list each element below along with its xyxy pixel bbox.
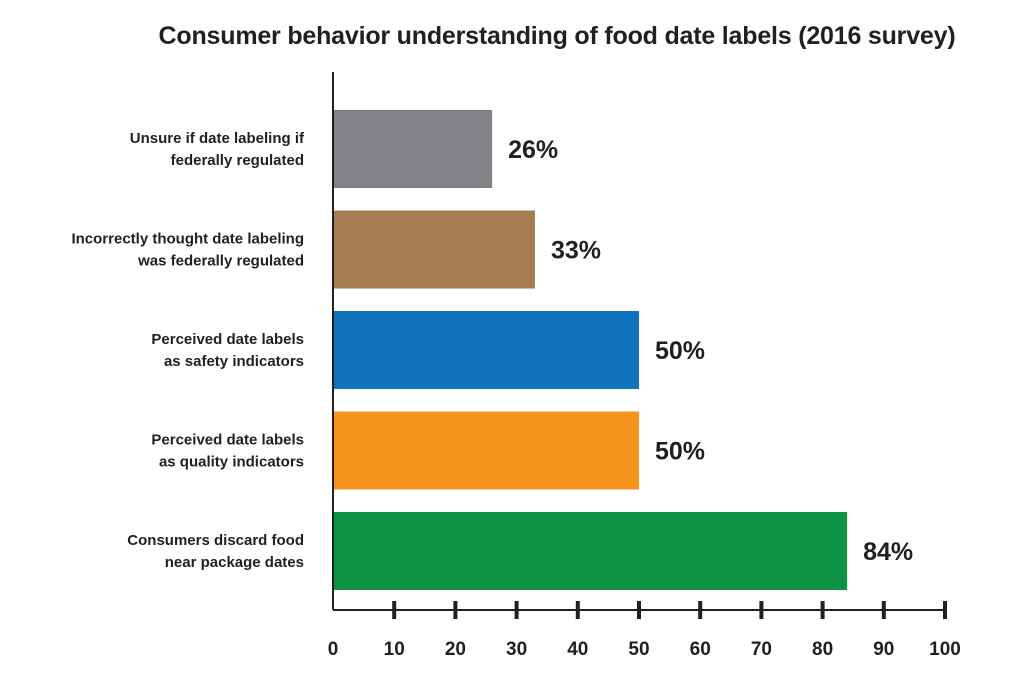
x-tick-label-40: 40 (567, 639, 588, 660)
value-label-2: 50% (655, 337, 705, 365)
x-tick-label-70: 70 (751, 639, 772, 660)
x-tick-label-100: 100 (929, 639, 961, 660)
labels-layer: 26% Unsure if date labeling if federally r… (71, 130, 960, 660)
chart-title: Consumer behavior understanding of food … (158, 22, 956, 50)
bars-layer (333, 110, 848, 590)
x-tick-label-30: 30 (506, 639, 527, 660)
value-label-0: 26% (508, 136, 558, 164)
category-label-2: Perceived date labels as safety indicator… (151, 331, 304, 370)
bar-3 (333, 411, 639, 490)
x-tick-label-50: 50 (628, 639, 649, 660)
bar-4 (333, 512, 848, 590)
category-label-3: Perceived date labels as quality indicato… (151, 432, 304, 471)
x-tick-label-80: 80 (812, 639, 833, 660)
bar-0 (333, 110, 493, 188)
x-tick-label-10: 10 (384, 639, 405, 660)
x-tick-label-20: 20 (445, 639, 466, 660)
axes-layer (332, 72, 947, 619)
category-label-0: Unsure if date labeling if federally regu… (130, 130, 305, 169)
x-tick-label-0: 0 (328, 639, 339, 660)
category-label-4: Consumers discard food near package dates (127, 532, 304, 571)
x-tick-label-90: 90 (873, 639, 894, 660)
category-label-1: Incorrectly thought date labeling was fed… (71, 231, 304, 270)
value-label-4: 84% (863, 538, 913, 566)
bar-1 (333, 210, 535, 289)
value-label-3: 50% (655, 438, 705, 466)
value-label-1: 33% (551, 237, 601, 265)
bar-2 (333, 311, 639, 389)
x-tick-label-60: 60 (690, 639, 711, 660)
